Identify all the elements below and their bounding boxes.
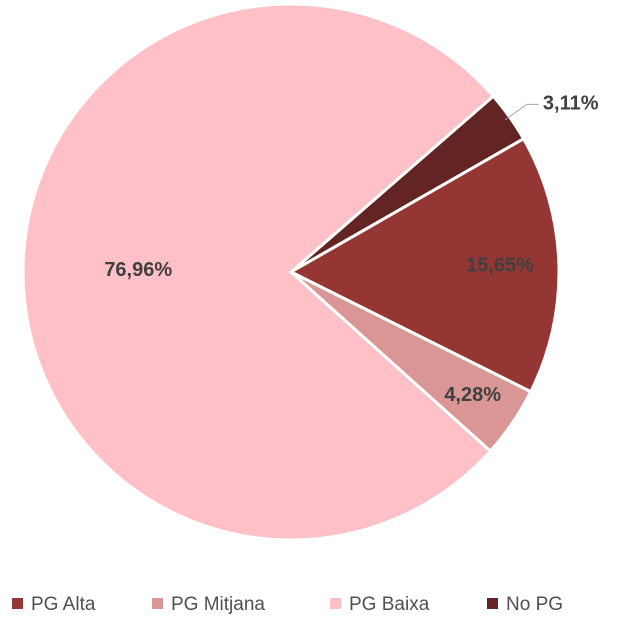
legend-label: PG Mitjana [171, 594, 265, 615]
legend-swatch [487, 598, 498, 609]
data-label: 15,65% [466, 254, 534, 276]
pie-slice [21, 2, 496, 542]
legend-swatch [12, 598, 23, 609]
data-label: 76,96% [104, 259, 172, 281]
legend-swatch [330, 598, 341, 609]
legend-label: PG Baixa [349, 594, 430, 615]
leader-line [504, 103, 539, 121]
legend-label: PG Alta [31, 594, 96, 615]
data-label: 4,28% [444, 384, 501, 406]
data-label: 3,11% [543, 93, 599, 115]
legend-swatch [152, 598, 163, 609]
pie-slice [287, 136, 561, 394]
legend-label: No PG [506, 594, 563, 615]
